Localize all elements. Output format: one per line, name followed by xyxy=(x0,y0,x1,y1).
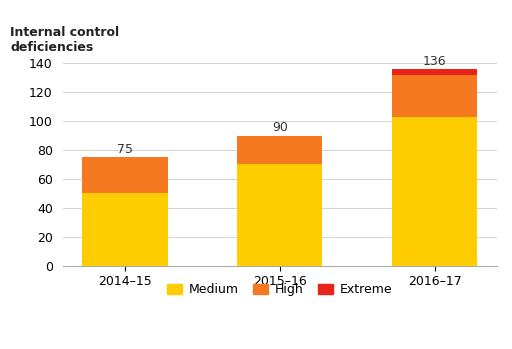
Text: 136: 136 xyxy=(423,55,446,68)
Bar xyxy=(392,69,477,75)
Bar xyxy=(82,157,167,193)
Bar xyxy=(82,193,167,266)
Bar xyxy=(237,136,323,164)
Bar xyxy=(237,164,323,266)
Bar xyxy=(392,117,477,266)
Text: 90: 90 xyxy=(272,121,288,134)
Bar xyxy=(392,75,477,117)
Text: Internal control
deficiencies: Internal control deficiencies xyxy=(10,26,120,54)
Text: 75: 75 xyxy=(117,143,133,156)
Legend: Medium, High, Extreme: Medium, High, Extreme xyxy=(162,278,397,301)
